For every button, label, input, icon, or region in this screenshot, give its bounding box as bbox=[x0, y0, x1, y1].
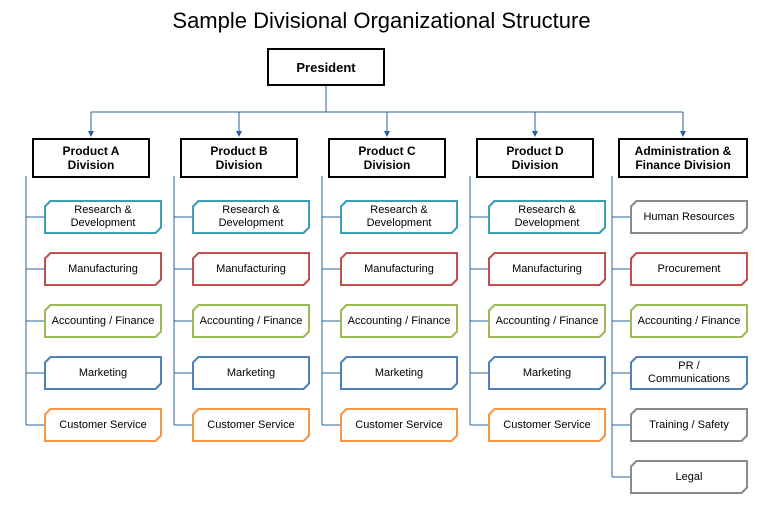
dept-label: Legal bbox=[632, 462, 746, 492]
dept-label: Research & Development bbox=[46, 202, 160, 232]
dept-label: Research & Development bbox=[490, 202, 604, 232]
dept-box: Marketing bbox=[192, 356, 310, 390]
dept-box: Legal bbox=[630, 460, 748, 494]
dept-box: Accounting / Finance bbox=[630, 304, 748, 338]
dept-label: Customer Service bbox=[490, 410, 604, 440]
dept-box: Research & Development bbox=[192, 200, 310, 234]
dept-label: Customer Service bbox=[46, 410, 160, 440]
dept-box: Research & Development bbox=[488, 200, 606, 234]
division-box: Product C Division bbox=[328, 138, 446, 178]
dept-label: Customer Service bbox=[194, 410, 308, 440]
dept-label: Customer Service bbox=[342, 410, 456, 440]
dept-label: PR / Communications bbox=[632, 358, 746, 388]
division-box: Administration & Finance Division bbox=[618, 138, 748, 178]
dept-box: Accounting / Finance bbox=[44, 304, 162, 338]
dept-box: Procurement bbox=[630, 252, 748, 286]
dept-label: Manufacturing bbox=[46, 254, 160, 284]
dept-label: Manufacturing bbox=[490, 254, 604, 284]
dept-box: Manufacturing bbox=[488, 252, 606, 286]
dept-box: Customer Service bbox=[340, 408, 458, 442]
dept-box: Customer Service bbox=[44, 408, 162, 442]
dept-label: Procurement bbox=[632, 254, 746, 284]
dept-box: Manufacturing bbox=[192, 252, 310, 286]
dept-label: Accounting / Finance bbox=[490, 306, 604, 336]
dept-box: Marketing bbox=[340, 356, 458, 390]
dept-box: Customer Service bbox=[488, 408, 606, 442]
president-box: President bbox=[267, 48, 385, 86]
dept-label: Marketing bbox=[194, 358, 308, 388]
dept-label: Research & Development bbox=[342, 202, 456, 232]
dept-label: Accounting / Finance bbox=[342, 306, 456, 336]
dept-label: Marketing bbox=[46, 358, 160, 388]
dept-box: Marketing bbox=[488, 356, 606, 390]
dept-box: Manufacturing bbox=[340, 252, 458, 286]
dept-label: Marketing bbox=[342, 358, 456, 388]
dept-box: Customer Service bbox=[192, 408, 310, 442]
dept-label: Human Resources bbox=[632, 202, 746, 232]
division-box: Product A Division bbox=[32, 138, 150, 178]
dept-box: Accounting / Finance bbox=[192, 304, 310, 338]
dept-box: PR / Communications bbox=[630, 356, 748, 390]
chart-title: Sample Divisional Organizational Structu… bbox=[0, 0, 763, 34]
dept-box: Training / Safety bbox=[630, 408, 748, 442]
dept-box: Accounting / Finance bbox=[340, 304, 458, 338]
dept-label: Manufacturing bbox=[194, 254, 308, 284]
dept-label: Manufacturing bbox=[342, 254, 456, 284]
dept-label: Research & Development bbox=[194, 202, 308, 232]
division-box: Product D Division bbox=[476, 138, 594, 178]
dept-box: Research & Development bbox=[44, 200, 162, 234]
dept-box: Research & Development bbox=[340, 200, 458, 234]
dept-box: Accounting / Finance bbox=[488, 304, 606, 338]
dept-box: Marketing bbox=[44, 356, 162, 390]
dept-box: Human Resources bbox=[630, 200, 748, 234]
division-box: Product B Division bbox=[180, 138, 298, 178]
dept-label: Accounting / Finance bbox=[632, 306, 746, 336]
dept-label: Accounting / Finance bbox=[46, 306, 160, 336]
dept-box: Manufacturing bbox=[44, 252, 162, 286]
dept-label: Accounting / Finance bbox=[194, 306, 308, 336]
dept-label: Training / Safety bbox=[632, 410, 746, 440]
dept-label: Marketing bbox=[490, 358, 604, 388]
